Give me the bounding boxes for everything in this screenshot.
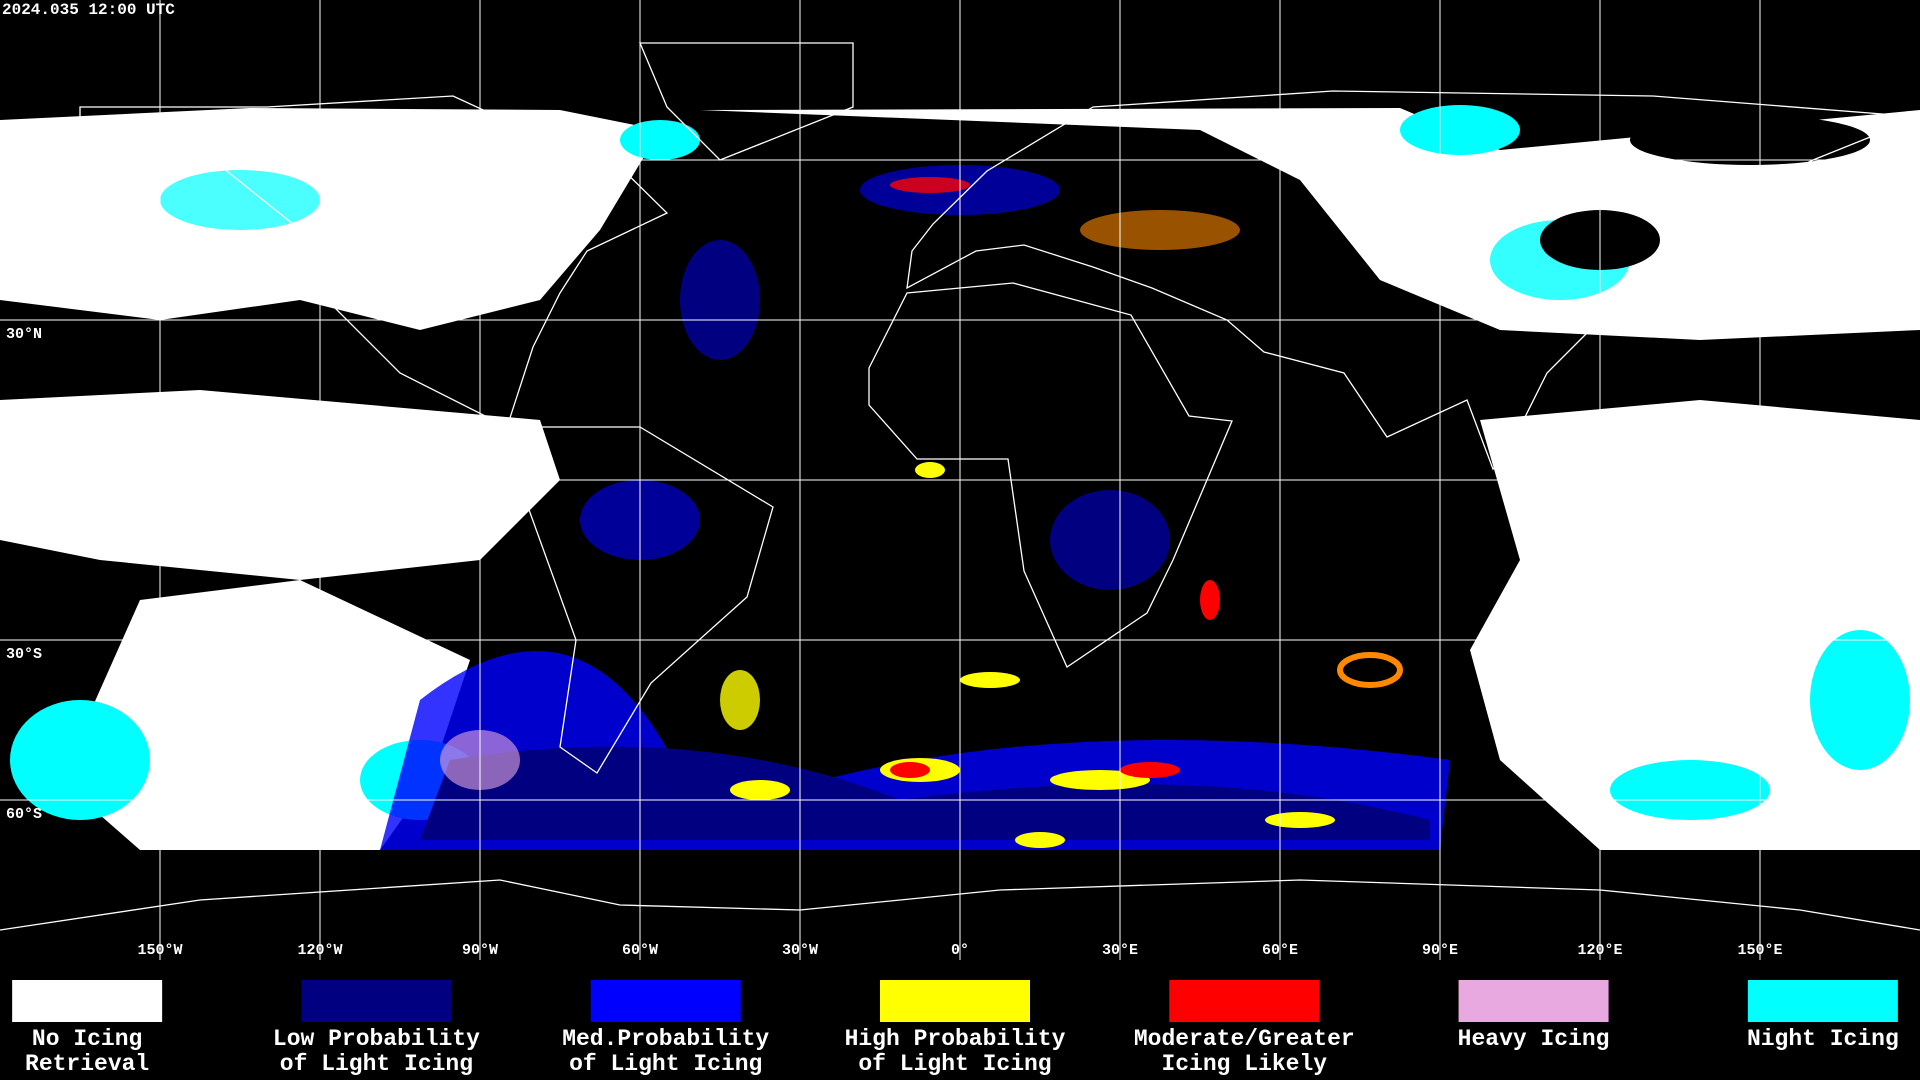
legend-swatch [590, 980, 741, 1022]
coastlines [0, 42, 1920, 931]
lon-label: 90°W [462, 942, 498, 959]
legend-label: Low Probability [273, 1026, 480, 1052]
lon-label: 60°E [1262, 942, 1298, 959]
lon-label: 30°E [1102, 942, 1138, 959]
lon-label: 90°E [1422, 942, 1458, 959]
lat-label: 30°N [6, 326, 42, 343]
timestamp: 2024.035 12:00 UTC [2, 1, 175, 19]
legend-label: Retrieval [25, 1051, 149, 1077]
legend-label: of Light Icing [280, 1051, 473, 1077]
legend-label: No Icing [32, 1026, 142, 1052]
legend-swatch [1458, 980, 1609, 1022]
lon-label: 30°W [782, 942, 818, 959]
legend-swatch [301, 980, 452, 1022]
lon-label: 0° [951, 942, 969, 959]
legend-swatch [1169, 980, 1320, 1022]
legend-label: Med.Probability [562, 1026, 769, 1052]
legend-label: Night Icing [1747, 1026, 1899, 1052]
lon-label: 150°W [137, 942, 182, 959]
lon-label: 60°W [622, 942, 658, 959]
legend-label: Moderate/Greater [1134, 1026, 1355, 1052]
legend-swatch [12, 980, 163, 1022]
graticule [0, 0, 1920, 960]
legend-swatch [1747, 980, 1898, 1022]
lat-label: 60°S [6, 806, 42, 823]
legend-label: High Probability [845, 1026, 1066, 1052]
lat-label: 60°N [6, 166, 42, 183]
legend-label: Heavy Icing [1458, 1026, 1610, 1052]
lat-label: 0° [6, 486, 24, 503]
lon-label: 120°E [1577, 942, 1622, 959]
legend-label: Icing Likely [1161, 1051, 1327, 1077]
lon-label: 120°W [297, 942, 342, 959]
legend-label: of Light Icing [858, 1051, 1051, 1077]
lat-label: 30°S [6, 646, 42, 663]
lon-label: 150°E [1737, 942, 1782, 959]
legend-swatch [880, 980, 1030, 1022]
legend-label: of Light Icing [569, 1051, 762, 1077]
cloud-cover [0, 105, 1920, 850]
